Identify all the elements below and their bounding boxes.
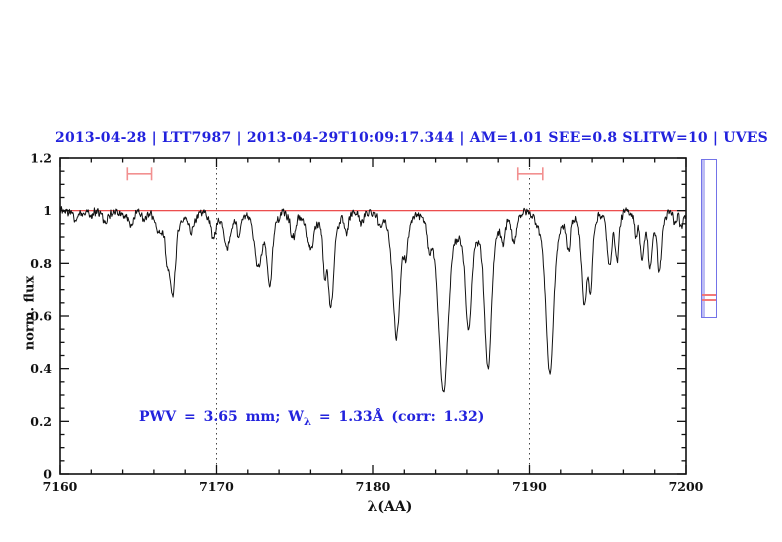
pwv-annotation-sub: λ <box>303 416 312 428</box>
x-tick-label: 7160 <box>43 479 78 494</box>
x-tick-label: 7170 <box>199 479 234 494</box>
y-tick-label: 0.6 <box>30 309 52 324</box>
y-tick-label: 0.4 <box>30 361 52 376</box>
pwv-annotation-pre: PWV = 3.65 mm; W <box>139 409 304 425</box>
y-tick-label: 1 <box>43 203 52 218</box>
slit-indicator-panel <box>701 159 717 318</box>
plot-title: 2013-04-28 | LTT7987 | 2013-04-29T10:09:… <box>55 130 768 146</box>
y-tick-label: 0.8 <box>30 256 52 271</box>
x-tick-label: 7180 <box>356 479 391 494</box>
slit-indicator-red-line-1 <box>702 294 716 296</box>
spectrum-line <box>59 206 687 393</box>
slit-indicator-red-line-2 <box>702 299 716 301</box>
pwv-annotation: PWV = 3.65 mm; Wλ = 1.33Å (corr: 1.32) <box>139 409 484 428</box>
x-tick-label: 7190 <box>512 479 547 494</box>
x-tick-label: 7200 <box>669 479 704 494</box>
y-tick-label: 0 <box>43 467 52 482</box>
y-tick-label: 0.2 <box>30 414 52 429</box>
slit-indicator-band <box>702 160 705 317</box>
pwv-annotation-post: = 1.33Å (corr: 1.32) <box>311 409 485 425</box>
x-axis-label: λ(AA) <box>367 499 413 515</box>
y-tick-label: 1.2 <box>30 151 52 166</box>
y-axis-label: norm. flux <box>22 275 38 351</box>
